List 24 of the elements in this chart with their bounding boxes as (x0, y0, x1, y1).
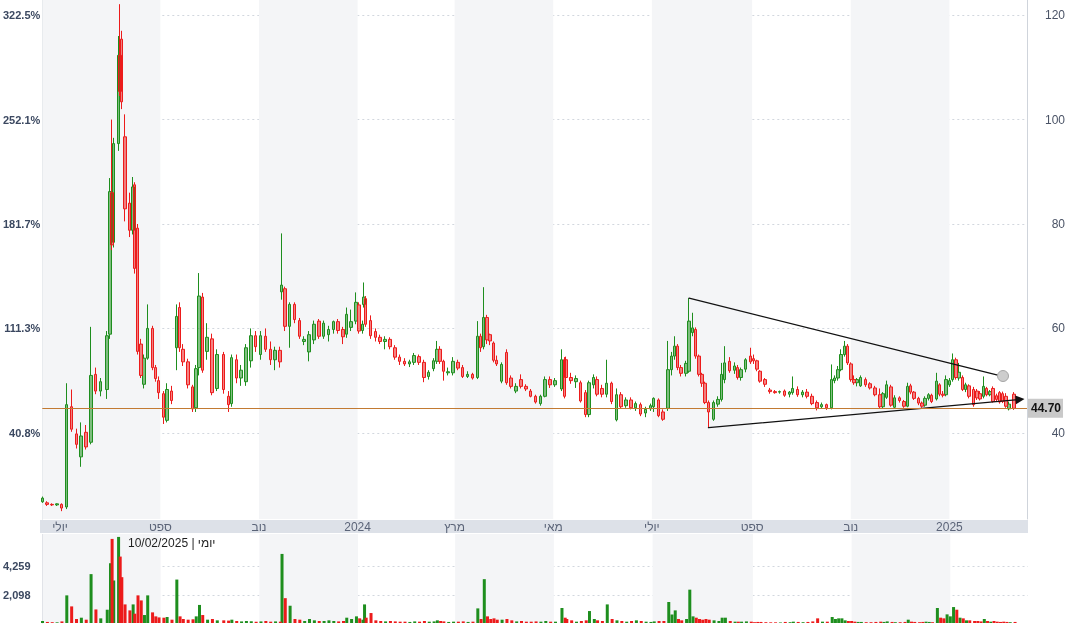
y-tick-label: 111.3% (4, 322, 41, 335)
y2-tick-label: 60 (1051, 321, 1066, 336)
y-tick-label: 40.8% (9, 426, 41, 439)
x-tick-label: מאי (543, 520, 563, 534)
y-tick-label: 2,098 (3, 589, 31, 602)
y2-tick-label: 80 (1051, 216, 1066, 231)
x-tick-label: ספט (148, 520, 172, 534)
x-tick-label: 2024 (344, 520, 372, 534)
y2-tick-label: 120 (1044, 8, 1066, 23)
x-tick-label: 2025 (936, 520, 964, 534)
annotation: יומי | 10/02/2025 (128, 536, 216, 550)
y-tick-label: 4,259 (3, 560, 31, 573)
x-tick-label: ספט (740, 520, 764, 534)
x-tick-label: נוב (843, 520, 859, 534)
y-tick-label: 252.1% (3, 113, 41, 126)
y-tick-label: 181.7% (3, 217, 41, 230)
x-tick-label: יולי (52, 520, 68, 534)
y2-tick-label: 40 (1051, 425, 1066, 440)
x-tick-label: מרץ (444, 520, 465, 534)
x-tick-label: נוב (251, 520, 267, 534)
y-tick-label: 322.5% (3, 9, 41, 22)
ref-line-label: 44.70 (1031, 401, 1062, 416)
y2-tick-label: 100 (1044, 112, 1066, 127)
x-tick-label: יולי (644, 520, 660, 534)
